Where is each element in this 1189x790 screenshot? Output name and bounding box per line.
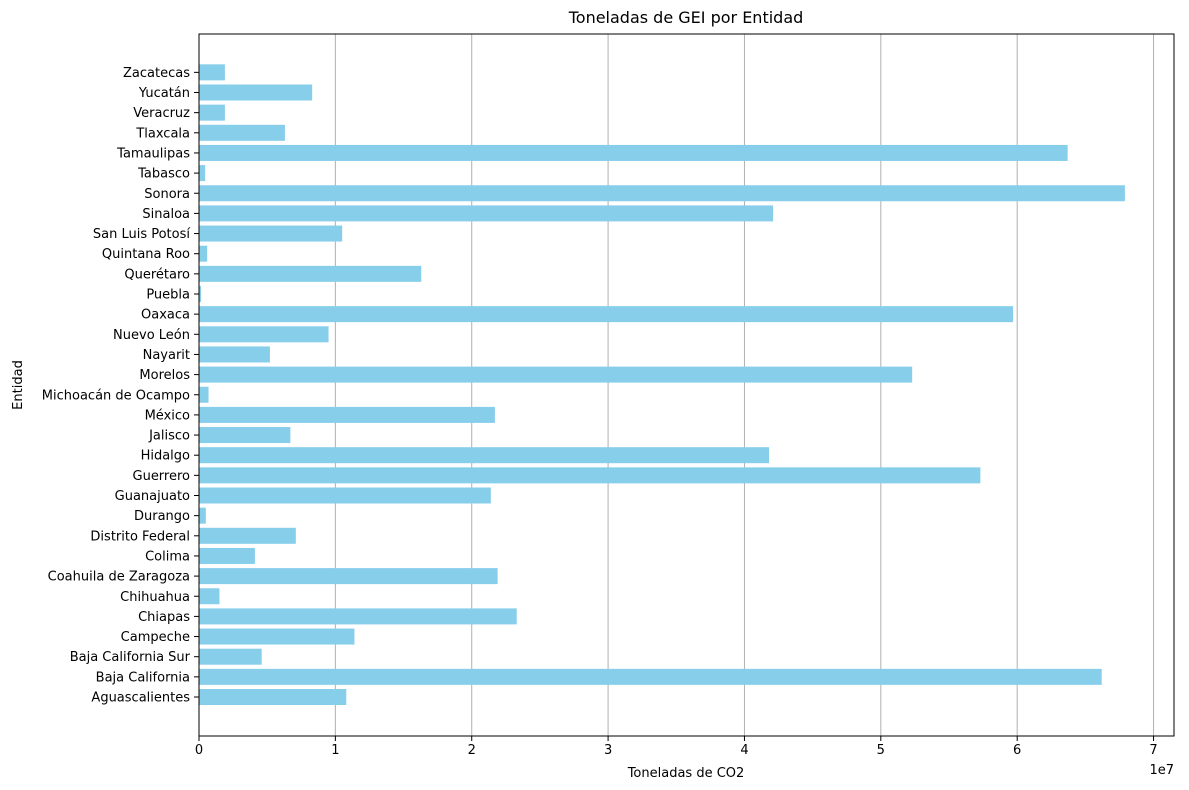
bar (199, 306, 1014, 323)
bar (199, 487, 491, 504)
y-ticks: Aguascalientes Baja California Baja Califo… (42, 66, 199, 706)
bar (199, 225, 343, 242)
y-tick-label: Aguascalientes (91, 691, 190, 706)
y-tick-label: Yucatán (138, 86, 190, 101)
y-tick-label: Morelos (139, 368, 190, 383)
y-tick-label: Tamaulipas (116, 146, 190, 161)
x-tick-label: 6 (1013, 743, 1021, 758)
x-tick-label: 7 (1149, 743, 1157, 758)
x-tick-label: 3 (604, 743, 612, 758)
y-tick-label: Sinaloa (142, 207, 190, 222)
bar (199, 286, 202, 302)
y-tick-label: Veracruz (133, 106, 190, 121)
y-tick-label: San Luis Potosí (93, 227, 191, 242)
y-tick-label: Sonora (144, 187, 190, 202)
y-tick-label: Distrito Federal (90, 529, 190, 544)
plot-frame (198, 33, 1175, 737)
bar (199, 245, 208, 262)
y-tick-label: Chihuahua (120, 590, 190, 605)
bar (199, 84, 313, 101)
bar (199, 507, 206, 524)
bar (199, 165, 206, 182)
y-tick-label: Nayarit (143, 348, 190, 363)
y-tick-label: Michoacán de Ocampo (42, 388, 190, 403)
y-tick-label: Zacatecas (123, 66, 190, 81)
y-tick-label: Coahuila de Zaragoza (48, 570, 190, 585)
x-tick-label: 1 (331, 743, 339, 758)
x-tick-label: 2 (468, 743, 476, 758)
bar (199, 608, 517, 625)
y-tick-label: Querétaro (124, 267, 190, 282)
y-tick-label: Guanajuato (115, 489, 190, 504)
x-axis-label: Toneladas de CO2 (627, 766, 745, 781)
bar (199, 326, 329, 343)
y-tick-label: Guerrero (133, 469, 191, 484)
x-tick-label: 5 (877, 743, 885, 758)
bar (199, 628, 355, 645)
bar (199, 64, 225, 81)
bar (199, 144, 1068, 161)
bar (199, 668, 1102, 685)
y-tick-label: Baja California Sur (70, 650, 191, 665)
y-axis-label: Entidad (11, 360, 26, 410)
bar (199, 568, 498, 585)
bar (199, 265, 422, 282)
y-tick-label: Hidalgo (141, 449, 190, 464)
y-tick-label: Chiapas (138, 610, 190, 625)
bar (199, 104, 225, 121)
bar (199, 406, 495, 423)
bar (199, 527, 296, 544)
bar (199, 689, 347, 705)
y-tick-label: Colima (145, 549, 190, 564)
y-tick-label: México (145, 408, 190, 423)
chart-title: Toneladas de GEI por Entidad (568, 8, 804, 27)
x-tick-label: 4 (740, 743, 748, 758)
x-tick-label: 0 (195, 743, 203, 758)
bar (199, 386, 209, 403)
y-tick-label: Baja California (96, 670, 190, 685)
y-tick-label: Nuevo León (113, 328, 190, 343)
x-offset-label: 1e7 (1149, 763, 1174, 778)
y-tick-label: Campeche (121, 630, 190, 645)
y-tick-label: Tlaxcala (135, 126, 190, 141)
bar (199, 467, 981, 484)
bar (199, 205, 774, 222)
bar (199, 547, 255, 564)
y-tick-label: Tabasco (137, 167, 190, 182)
x-ticks: 0 1 2 3 4 5 6 7 (195, 736, 1158, 758)
y-tick-label: Puebla (146, 288, 190, 303)
bar (199, 346, 270, 363)
y-tick-label: Durango (134, 509, 190, 524)
bars (199, 64, 1125, 705)
bar (199, 588, 220, 605)
bar (199, 648, 262, 665)
bar (199, 185, 1125, 202)
y-tick-label: Oaxaca (141, 308, 190, 323)
bar (199, 124, 285, 141)
y-tick-label: Quintana Roo (102, 247, 190, 262)
y-tick-label: Jalisco (148, 429, 190, 444)
bar (199, 447, 769, 464)
bar (199, 366, 913, 383)
bar (199, 427, 291, 444)
